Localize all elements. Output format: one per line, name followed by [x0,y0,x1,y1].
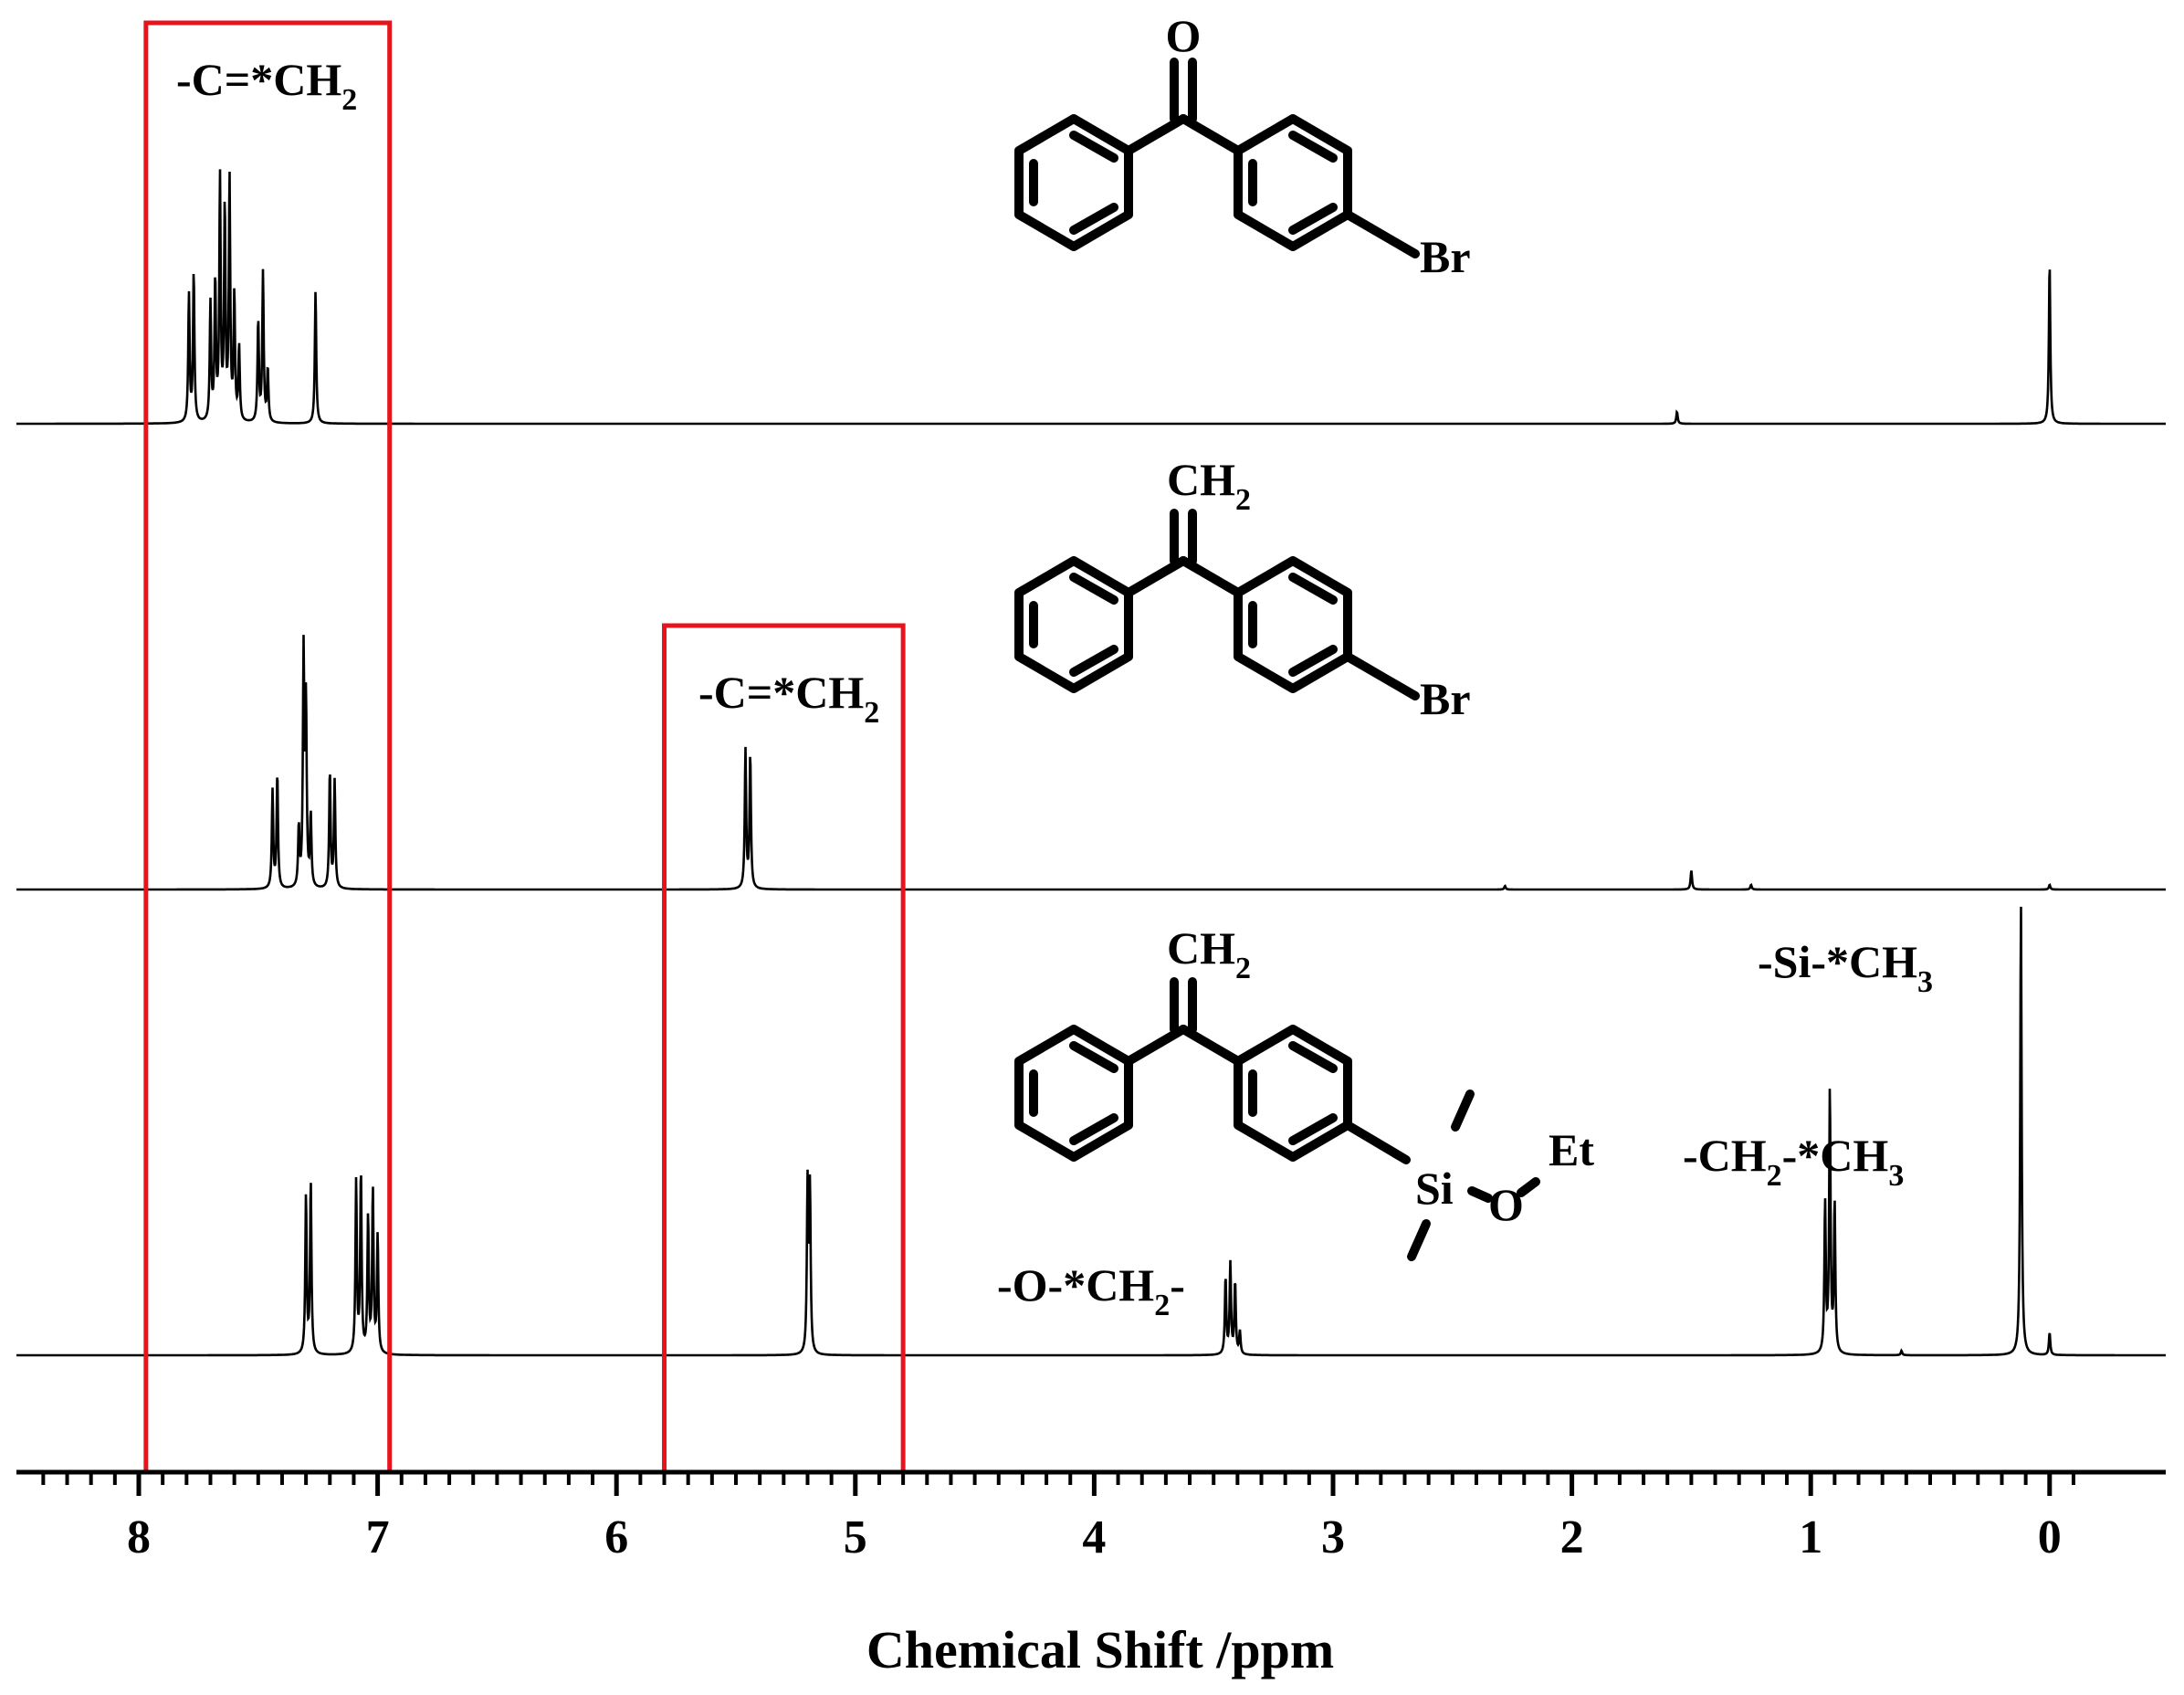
x-axis-title: Chemical Shift /ppm [866,1620,1334,1679]
x-tick-label: 7 [366,1511,390,1563]
molecule-bromo-phenylvinylbenzene [1014,509,1420,700]
spectrum-trace-1 [16,169,2166,426]
x-tick-label: 2 [1560,1511,1584,1563]
highlight-box-2 [662,623,906,1475]
x-tick-label: 8 [127,1511,151,1563]
spectrum-trace-3 [16,906,2166,1357]
x-tick-label: 0 [2038,1511,2062,1563]
molecule-2-br-label: Br [1420,673,1471,724]
molecule-3-et-label: Et [1549,1124,1594,1175]
molecule-3-si-label: Si [1415,1163,1454,1214]
molecule-1-oxygen-label: O [1166,10,1202,61]
spectrum-trace-2 [16,635,2166,891]
molecule-3-ch2-label: CH2 [1167,922,1251,985]
molecule-bromobenzophenone [1014,58,1420,258]
highlight-boxes [143,20,906,1475]
x-tick-label: 3 [1321,1511,1345,1563]
x-axis-ticks: 8 7 6 5 4 3 2 1 0 [41,1472,2075,1563]
highlight-box-1 [143,20,393,1475]
molecule-2-ch2-label: CH2 [1167,454,1251,517]
annotation-top-vinyl: -C=*CH2 [176,54,357,117]
x-tick-label: 6 [604,1511,628,1563]
molecule-3-o-label: O [1488,1179,1524,1230]
molecule-silyl-ether [1014,977,1540,1261]
annotation-o-ch2: -O-*CH2- [997,1259,1185,1322]
molecule-1-br-label: Br [1420,231,1471,282]
x-tick-label: 5 [844,1511,867,1563]
x-tick-label: 4 [1082,1511,1106,1563]
annotation-mid-vinyl: -C=*CH2 [698,667,879,730]
annotation-si-ch3: -Si-*CH3 [1758,936,1933,999]
annotation-ethyl-ch3: -CH2-*CH3 [1683,1130,1904,1193]
x-tick-label: 1 [1799,1511,1822,1563]
spectra-group [16,169,2166,1357]
